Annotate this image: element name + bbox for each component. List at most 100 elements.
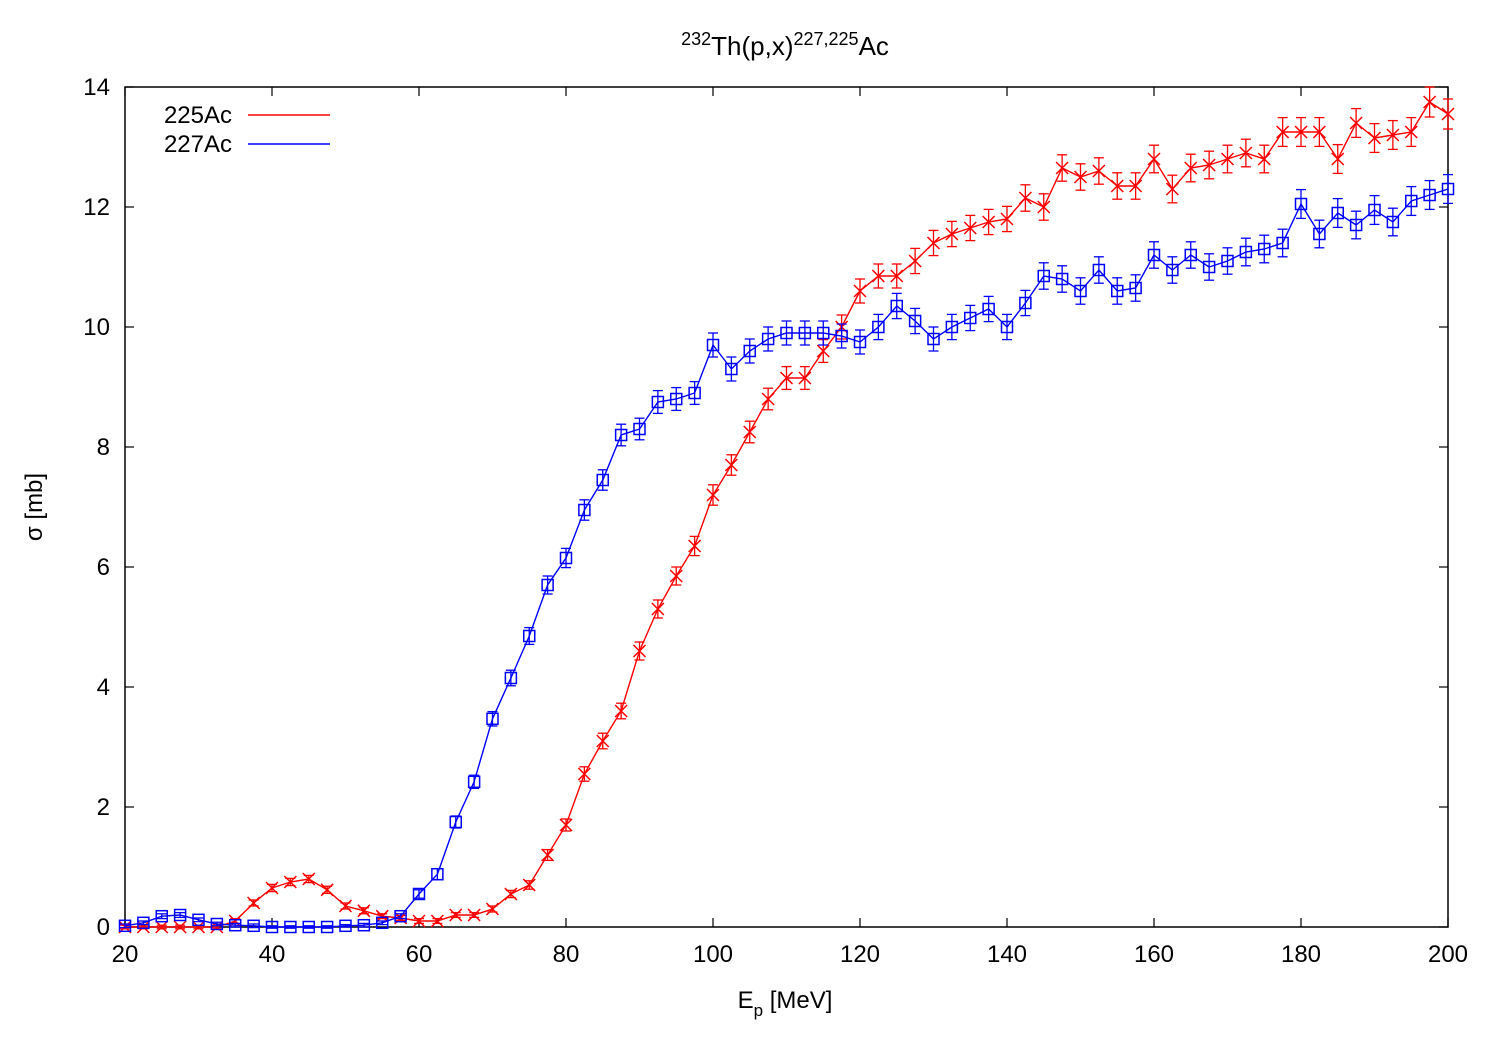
series-225Ac: [118, 86, 1455, 934]
data-point: [1092, 263, 1106, 277]
data-point: [155, 909, 168, 923]
y-axis-label: σ [mb]: [21, 473, 48, 541]
data-point: [1037, 269, 1050, 283]
data-point: [1312, 125, 1326, 139]
data-point: [394, 909, 407, 923]
data-point: [412, 914, 426, 928]
data-point: [191, 920, 206, 934]
data-point: [1404, 125, 1418, 139]
data-point: [1129, 281, 1142, 295]
data-point: [1220, 152, 1235, 166]
data-point: [1202, 260, 1216, 274]
y-tick-label: 6: [97, 554, 110, 581]
data-point: [137, 916, 150, 930]
data-point: [1110, 179, 1124, 193]
data-point: [632, 644, 647, 658]
data-point: [761, 332, 775, 346]
data-point: [1239, 146, 1253, 160]
series-line: [124, 188, 1449, 928]
data-point: [1018, 191, 1032, 205]
y-tick-label: 14: [83, 74, 110, 101]
data-point: [982, 215, 996, 229]
x-axis-label-subscript: p: [754, 1001, 763, 1020]
data-point: [1129, 179, 1143, 193]
data-point: [1221, 254, 1234, 268]
series-line: [125, 101, 1449, 928]
data-point: [1202, 158, 1216, 172]
y-axis: 0 2 4 6 8 10 12 14: [83, 74, 1448, 941]
data-point: [522, 878, 536, 892]
data-point: [964, 311, 977, 325]
data-point: [192, 913, 205, 927]
data-point: [1423, 95, 1437, 109]
data-point: [982, 302, 995, 316]
data-point: [541, 848, 555, 862]
data-point: [247, 919, 260, 933]
data-point: [1055, 272, 1069, 286]
y-tick-label: 12: [83, 194, 110, 221]
data-point: [688, 386, 701, 400]
data-point: [596, 473, 609, 487]
data-point: [485, 902, 500, 916]
data-point: [725, 362, 738, 376]
data-point: [1367, 131, 1382, 145]
x-tick-label: 100: [693, 941, 733, 968]
title-superscript-products: 227,225: [793, 29, 858, 49]
data-point: [633, 422, 646, 436]
data-point: [1239, 245, 1253, 259]
data-point: [523, 629, 536, 643]
data-point: [1073, 170, 1088, 184]
data-point: [1147, 152, 1161, 166]
data-point: [467, 775, 481, 789]
data-point: [320, 920, 334, 934]
data-point: [375, 909, 389, 923]
data-point: [578, 503, 591, 517]
data-point: [1037, 200, 1051, 214]
data-point: [779, 371, 794, 385]
title-base-reaction: Th(p,x): [711, 31, 793, 61]
y-tick-label: 10: [83, 314, 110, 341]
x-axis: 20 40 60 80 100 120 140 160 180 200: [112, 87, 1468, 968]
data-point: [247, 896, 261, 910]
data-point: [302, 872, 316, 886]
data-point: [1258, 242, 1271, 256]
data-point: [926, 236, 941, 250]
data-point: [1074, 284, 1087, 298]
data-point: [338, 899, 353, 913]
data-point: [669, 569, 683, 583]
data-point: [559, 818, 573, 832]
data-point: [1147, 248, 1161, 262]
y-tick-label: 4: [97, 674, 110, 701]
data-point: [431, 867, 444, 881]
data-point: [1166, 263, 1179, 277]
data-point: [449, 908, 463, 922]
data-point: [376, 916, 389, 930]
data-point: [1092, 164, 1106, 178]
data-point: [486, 712, 499, 726]
data-point: [1294, 125, 1308, 139]
data-point: [173, 908, 187, 922]
data-point: [927, 332, 940, 346]
data-point: [761, 392, 775, 406]
data-point: [780, 326, 793, 340]
title-base-element: Ac: [859, 31, 889, 61]
data-point: [596, 734, 610, 748]
legend-label: 227Ac: [164, 131, 232, 158]
data-point: [1000, 320, 1014, 334]
data-point: [798, 371, 812, 385]
legend-label: 225Ac: [164, 102, 232, 129]
data-point: [1276, 236, 1289, 250]
data-point: [357, 904, 371, 918]
data-point: [1000, 212, 1014, 226]
data-point: [467, 908, 481, 922]
data-point: [559, 551, 573, 565]
y-tick-label: 2: [97, 794, 110, 821]
data-point: [688, 539, 702, 553]
data-point: [339, 919, 352, 933]
data-point: [430, 914, 444, 928]
x-tick-label: 40: [259, 941, 286, 968]
x-tick-label: 200: [1428, 941, 1468, 968]
x-tick-label: 120: [840, 941, 880, 968]
data-point: [541, 578, 554, 592]
x-tick-label: 140: [987, 941, 1027, 968]
